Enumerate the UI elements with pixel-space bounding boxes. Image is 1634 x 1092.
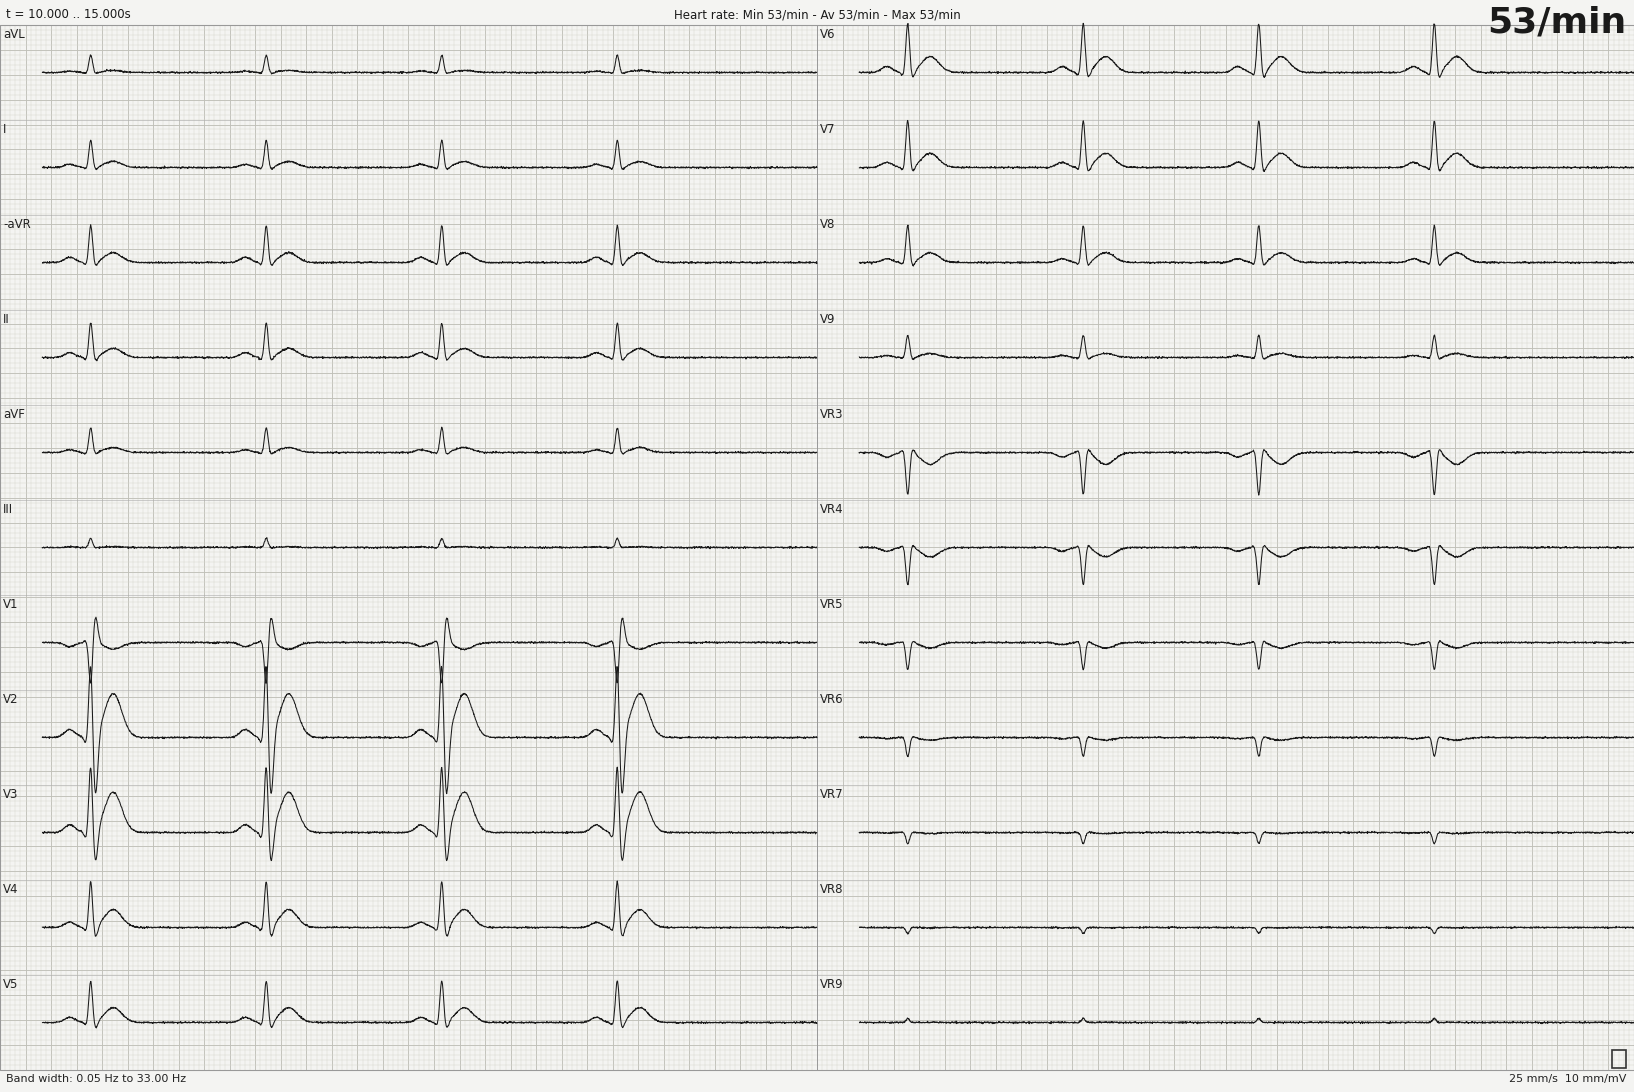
Text: 53/min: 53/min bbox=[1487, 5, 1626, 40]
Text: -aVR: -aVR bbox=[3, 218, 31, 232]
Text: VR6: VR6 bbox=[820, 693, 843, 707]
Text: V5: V5 bbox=[3, 978, 18, 992]
Text: V2: V2 bbox=[3, 693, 18, 707]
Text: V8: V8 bbox=[820, 218, 835, 232]
Text: aVF: aVF bbox=[3, 408, 25, 422]
Text: t = 10.000 .. 15.000s: t = 10.000 .. 15.000s bbox=[7, 8, 131, 21]
Text: VR4: VR4 bbox=[820, 503, 843, 517]
Text: VR5: VR5 bbox=[820, 598, 843, 612]
Text: VR8: VR8 bbox=[820, 883, 843, 897]
Text: VR3: VR3 bbox=[820, 408, 843, 422]
Text: V9: V9 bbox=[820, 313, 835, 327]
Text: V7: V7 bbox=[820, 123, 835, 136]
Text: aVL: aVL bbox=[3, 28, 25, 41]
Text: Band width: 0.05 Hz to 33.00 Hz: Band width: 0.05 Hz to 33.00 Hz bbox=[7, 1075, 186, 1084]
Text: Heart rate: Min 53/min - Av 53/min - Max 53/min: Heart rate: Min 53/min - Av 53/min - Max… bbox=[673, 8, 961, 21]
Bar bbox=[1613, 1051, 1626, 1068]
Text: III: III bbox=[3, 503, 13, 517]
Text: V6: V6 bbox=[820, 28, 835, 41]
Text: I: I bbox=[3, 123, 7, 136]
Text: V3: V3 bbox=[3, 788, 18, 802]
Text: V1: V1 bbox=[3, 598, 18, 612]
Text: II: II bbox=[3, 313, 10, 327]
Text: V4: V4 bbox=[3, 883, 18, 897]
Text: 25 mm/s  10 mm/mV: 25 mm/s 10 mm/mV bbox=[1508, 1075, 1626, 1084]
Text: VR7: VR7 bbox=[820, 788, 843, 802]
Text: VR9: VR9 bbox=[820, 978, 843, 992]
